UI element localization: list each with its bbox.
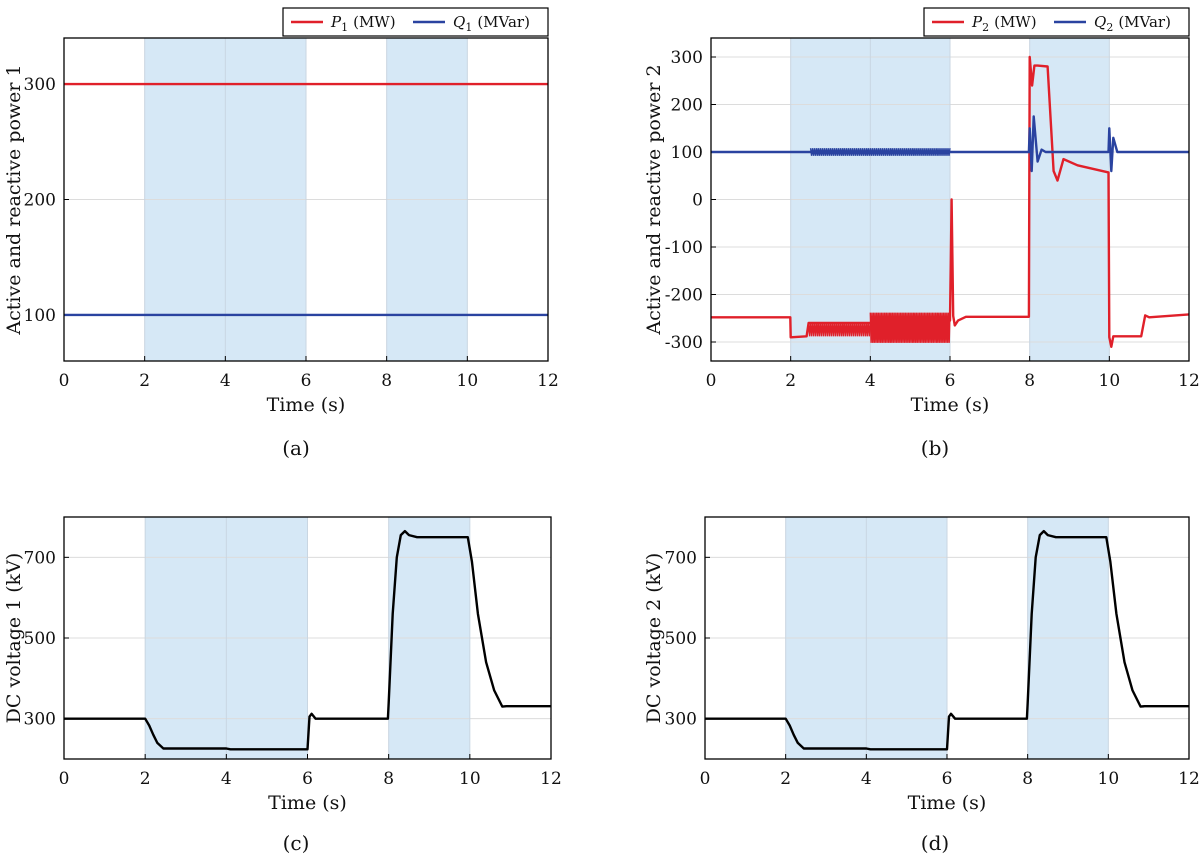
x-axis-label: Time (s)	[268, 792, 347, 814]
legend-symbol: Q	[453, 13, 465, 31]
x-tick-label: 2	[139, 371, 150, 391]
y-axis-label: Active and reactive power 1	[3, 64, 25, 335]
x-tick-label: 6	[945, 371, 956, 391]
series-line-2	[711, 115, 1189, 173]
x-tick-label: 10	[459, 769, 481, 789]
legend-entry: Q1 (MVar)	[453, 13, 530, 34]
plot-frame	[710, 37, 1190, 362]
chart-panel-2: -300 -200 -100 0 100 200 300 0 2 4 6 8 10 12 Time (s) A…	[643, 7, 1200, 460]
x-tick-label: 0	[700, 769, 711, 789]
legend-symbol: P	[971, 13, 983, 31]
y-tick-label: -300	[665, 333, 703, 353]
legend-unit: (MW)	[994, 13, 1036, 31]
x-tick-label: 4	[220, 371, 231, 391]
series-oscillation	[869, 312, 951, 343]
legend-unit: (MVar)	[1118, 13, 1171, 31]
y-tick-label: 100	[24, 306, 56, 326]
x-tick-label: 2	[785, 371, 796, 391]
panel-caption: (b)	[921, 436, 949, 460]
x-tick-label: 6	[302, 769, 313, 789]
plot-area	[705, 529, 1189, 751]
y-tick-label: 700	[665, 548, 697, 568]
legend-subscript: 2	[1106, 21, 1113, 34]
x-tick-label: 12	[1178, 371, 1200, 391]
legend-unit: (MW)	[353, 13, 395, 31]
panel-caption: (c)	[283, 831, 310, 855]
legend-entry: Q2 (MVar)	[1094, 13, 1171, 34]
y-tick-label: -100	[665, 238, 703, 258]
y-axis-label: DC voltage 2 (kV)	[643, 553, 665, 724]
y-tick-label: 100	[671, 143, 703, 163]
x-tick-label: 8	[1024, 371, 1035, 391]
x-tick-label: 0	[59, 769, 70, 789]
legend-entry: P2 (MW)	[971, 13, 1037, 34]
chart-panel-4: 300 500 700 0 2 4 6 8 10 12 Time (s) DC voltage 2 (…	[643, 516, 1200, 855]
x-tick-label: 12	[540, 769, 562, 789]
y-tick-label: 300	[671, 48, 703, 68]
chart-panel-3: 300 500 700 0 2 4 6 8 10 12 Time (s) DC voltage 1 (…	[3, 516, 562, 855]
x-tick-label: 10	[457, 371, 479, 391]
y-tick-label: 300	[24, 710, 56, 730]
y-tick-label: -200	[665, 286, 703, 306]
x-tick-label: 8	[381, 371, 392, 391]
legend-symbol: Q	[1094, 13, 1106, 31]
y-tick-label: 200	[24, 191, 56, 211]
series-line-1	[711, 55, 1189, 348]
legend-subscript: 1	[465, 21, 472, 34]
legend: P1 (MW) Q1 (MVar)	[282, 7, 549, 37]
y-tick-label: 300	[665, 710, 697, 730]
y-tick-label: 0	[692, 191, 703, 211]
y-tick-label: 500	[24, 629, 56, 649]
plot-frame	[63, 516, 552, 760]
x-tick-label: 8	[1022, 769, 1033, 789]
plot-area	[64, 529, 551, 751]
y-tick-label: 300	[24, 75, 56, 95]
plot-area	[64, 82, 548, 317]
plot-area	[711, 55, 1189, 348]
x-tick-label: 4	[861, 769, 872, 789]
panel-caption: (a)	[282, 436, 310, 460]
x-tick-label: 12	[537, 371, 559, 391]
legend-unit: (MVar)	[477, 13, 530, 31]
y-tick-label: 500	[665, 629, 697, 649]
x-tick-label: 8	[383, 769, 394, 789]
series-line-1	[64, 529, 551, 751]
legend-subscript: 2	[982, 21, 989, 34]
x-tick-label: 2	[140, 769, 151, 789]
legend: P2 (MW) Q2 (MVar)	[923, 7, 1190, 37]
y-tick-label: 200	[671, 96, 703, 116]
legend-symbol: P	[330, 13, 342, 31]
x-tick-label: 6	[301, 371, 312, 391]
x-tick-label: 6	[942, 769, 953, 789]
x-tick-label: 4	[865, 371, 876, 391]
panel-caption: (d)	[921, 831, 949, 855]
x-tick-label: 0	[706, 371, 717, 391]
y-axis-label: DC voltage 1 (kV)	[3, 553, 25, 724]
x-tick-label: 2	[780, 769, 791, 789]
x-tick-label: 4	[221, 769, 232, 789]
x-tick-label: 0	[59, 371, 70, 391]
x-axis-label: Time (s)	[911, 394, 990, 416]
y-tick-label: 700	[24, 548, 56, 568]
chart-panel-1: 100 200 300 0 2 4 6 8 10 12 Time (s) Active and rea…	[3, 7, 559, 460]
legend-entry: P1 (MW)	[330, 13, 396, 34]
plot-frame	[704, 516, 1190, 760]
x-tick-label: 12	[1178, 769, 1200, 789]
series-oscillation	[809, 148, 951, 156]
y-axis-label: Active and reactive power 2	[643, 64, 665, 335]
x-axis-label: Time (s)	[267, 394, 346, 416]
series-line-1	[705, 529, 1189, 751]
x-axis-label: Time (s)	[908, 792, 987, 814]
series-oscillation	[807, 322, 871, 337]
plot-frame	[63, 37, 549, 362]
x-tick-label: 10	[1099, 371, 1121, 391]
x-tick-label: 10	[1098, 769, 1120, 789]
legend-subscript: 1	[341, 21, 348, 34]
